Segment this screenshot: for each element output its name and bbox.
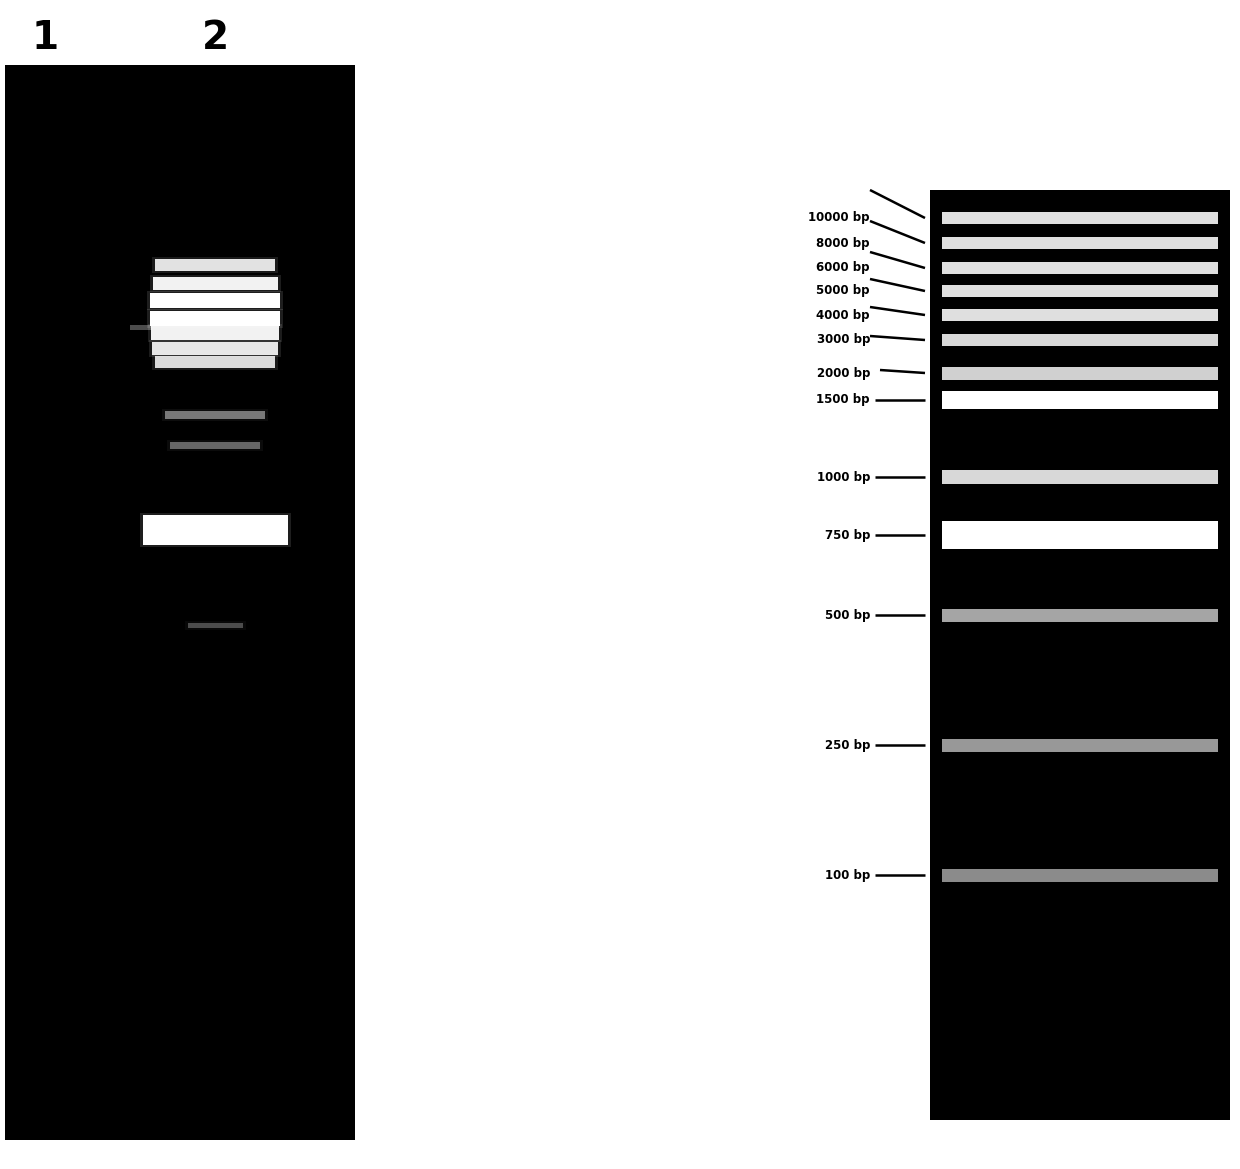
- Bar: [942, 609, 1218, 622]
- Bar: [148, 324, 281, 343]
- Text: 500 bp: 500 bp: [825, 609, 870, 622]
- Bar: [942, 334, 1218, 346]
- Bar: [942, 367, 1218, 380]
- Bar: [165, 411, 265, 419]
- Bar: [942, 739, 1218, 752]
- Bar: [942, 470, 1218, 484]
- Text: 3000 bp: 3000 bp: [817, 333, 870, 346]
- Bar: [188, 623, 243, 628]
- Bar: [167, 440, 263, 451]
- Bar: [5, 65, 355, 1140]
- Text: 5000 bp: 5000 bp: [816, 284, 870, 297]
- Bar: [148, 291, 283, 310]
- Bar: [942, 212, 1218, 224]
- Bar: [143, 516, 288, 545]
- Text: 6000 bp: 6000 bp: [816, 262, 870, 275]
- Bar: [942, 262, 1218, 274]
- Bar: [153, 354, 278, 371]
- Bar: [153, 257, 278, 274]
- Bar: [942, 237, 1218, 249]
- Bar: [153, 343, 278, 355]
- Text: 250 bp: 250 bp: [825, 739, 870, 752]
- Bar: [150, 311, 280, 326]
- Text: 2: 2: [201, 19, 228, 57]
- Text: 1500 bp: 1500 bp: [816, 394, 870, 407]
- Bar: [185, 621, 246, 630]
- Text: 1: 1: [31, 19, 58, 57]
- Bar: [942, 309, 1218, 321]
- Bar: [150, 275, 281, 292]
- Bar: [170, 442, 260, 449]
- Text: 2000 bp: 2000 bp: [817, 367, 870, 380]
- Bar: [930, 191, 1230, 1120]
- Bar: [942, 390, 1218, 409]
- Bar: [153, 277, 278, 290]
- Bar: [162, 409, 268, 421]
- Text: 8000 bp: 8000 bp: [816, 236, 870, 249]
- Bar: [155, 260, 275, 271]
- Bar: [155, 357, 275, 368]
- Bar: [149, 340, 281, 357]
- Text: 750 bp: 750 bp: [825, 528, 870, 541]
- Bar: [942, 521, 1218, 549]
- Text: 10000 bp: 10000 bp: [808, 212, 870, 224]
- Bar: [942, 285, 1218, 297]
- Bar: [942, 869, 1218, 881]
- Text: 100 bp: 100 bp: [825, 869, 870, 881]
- Text: 4000 bp: 4000 bp: [816, 309, 870, 321]
- Text: 1000 bp: 1000 bp: [817, 470, 870, 484]
- Bar: [151, 326, 279, 340]
- Bar: [148, 309, 283, 328]
- Bar: [150, 293, 280, 307]
- Bar: [140, 513, 291, 547]
- Bar: [130, 325, 153, 330]
